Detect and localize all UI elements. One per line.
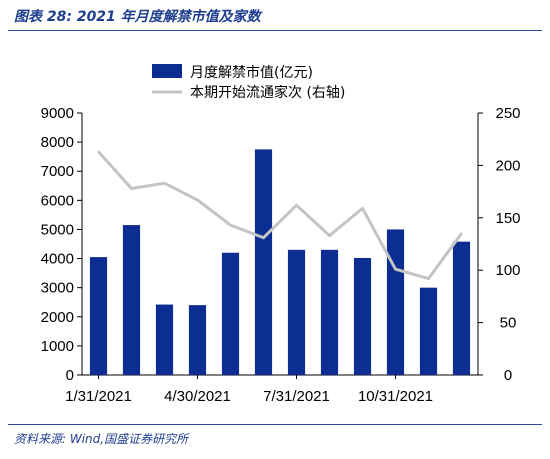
line-point-10/31/2021 <box>394 267 397 271</box>
right-axis-ticks: 0 50 100 150 200 250 <box>478 105 521 384</box>
x-tick-label: 4/30/2021 <box>164 388 231 405</box>
left-tick-label: 3000 <box>41 280 74 297</box>
line-point-12/31/2021 <box>460 232 463 235</box>
bar-4/30/2021 <box>188 305 207 375</box>
left-tick-label: 7000 <box>41 163 74 180</box>
line-point-2/28/2021 <box>130 187 133 190</box>
bar-2/28/2021 <box>122 225 141 375</box>
bar-5/31/2021 <box>221 252 240 375</box>
line-point-7/31/2021 <box>295 204 298 207</box>
right-tick-label: 250 <box>495 105 520 122</box>
bar-12/31/2021 <box>452 241 471 375</box>
line-series <box>97 150 463 281</box>
line-point-11/30/2021 <box>427 277 430 280</box>
left-tick-label: 4000 <box>41 251 74 268</box>
x-tick-label: 7/31/2021 <box>263 388 330 405</box>
left-tick-label: 2000 <box>41 309 74 326</box>
left-tick-label: 9000 <box>41 105 74 122</box>
bar-9/30/2021 <box>353 257 372 375</box>
right-tick-label: 50 <box>500 315 517 332</box>
bar-11/30/2021 <box>419 287 438 375</box>
legend-bar-label: 月度解禁市值(亿元) <box>190 64 313 81</box>
left-tick-label: 8000 <box>41 134 74 151</box>
left-axis-ticks: 0 1000 2000 3000 4000 5000 6000 7000 8000 9000 <box>41 105 82 384</box>
line-point-1/31/2021 <box>97 150 100 153</box>
bar-1/31/2021 <box>89 257 108 375</box>
bar-7/31/2021 <box>287 249 306 375</box>
legend-bar-swatch <box>152 64 182 78</box>
top-rule <box>8 30 542 31</box>
x-tick-label: 1/31/2021 <box>65 388 132 405</box>
x-axis-ticks: 1/31/2021 4/30/2021 7/31/2021 10/31/2021 <box>65 375 433 405</box>
bar-8/31/2021 <box>320 249 339 375</box>
left-tick-label: 1000 <box>41 338 74 355</box>
line-point-8/31/2021 <box>328 234 331 237</box>
source-note: 资料来源: Wind,国盛证券研究所 <box>14 432 189 446</box>
legend: 月度解禁市值(亿元) 本期开始流通家次 (右轴) <box>152 64 345 101</box>
line-point-9/30/2021 <box>361 207 364 210</box>
line-point-6/30/2021 <box>262 236 265 239</box>
legend-line-label: 本期开始流通家次 (右轴) <box>190 84 345 101</box>
line-point-5/31/2021 <box>229 223 232 227</box>
axes <box>81 113 479 376</box>
right-tick-label: 200 <box>495 157 520 174</box>
line-path <box>97 150 463 281</box>
bar-10/31/2021 <box>386 229 405 375</box>
left-tick-label: 0 <box>66 367 74 384</box>
line-point-3/31/2021 <box>163 182 166 185</box>
right-tick-label: 0 <box>504 367 512 384</box>
figure-title: 图表 28: 2021 年月度解禁市值及家数 <box>14 9 261 25</box>
right-tick-label: 100 <box>495 262 520 279</box>
line-point-4/30/2021 <box>196 198 199 202</box>
bar-3/31/2021 <box>155 304 174 375</box>
x-tick-label: 10/31/2021 <box>358 388 433 405</box>
bar-series <box>89 149 471 375</box>
right-tick-label: 150 <box>495 210 520 227</box>
bottom-rule <box>8 424 542 425</box>
bar-6/30/2021 <box>254 149 273 375</box>
left-tick-label: 5000 <box>41 221 74 238</box>
left-tick-label: 6000 <box>41 192 74 209</box>
